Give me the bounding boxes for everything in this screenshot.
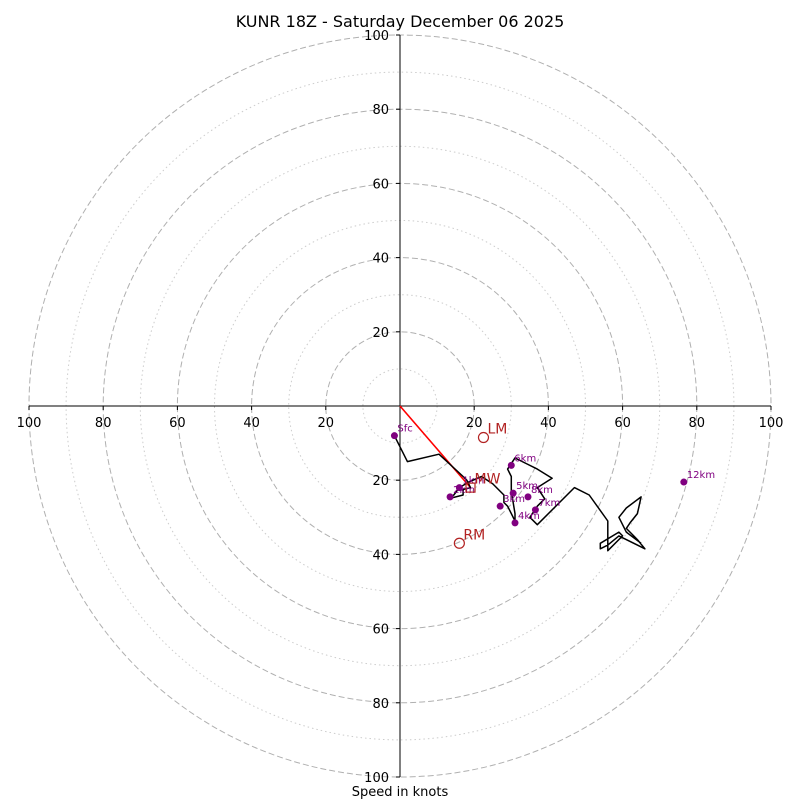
tick-label-bottom-20: 20 [372,474,389,489]
height-label-6km: 6km [514,453,536,464]
height-label-4km: 4km [518,511,540,522]
height-point-2km [446,493,454,501]
tick-label-right-20: 20 [466,416,483,431]
tick-label-top-40: 40 [372,252,389,267]
tick-label-top-100: 100 [364,29,389,44]
height-label-5km: 5km [516,481,538,492]
height-label-sfc: Sfc [397,424,412,435]
storm-motion-markers: LM MW RM [453,422,507,549]
tick-label-bottom-60: 60 [372,623,389,638]
tick-label-left-80: 80 [95,416,112,431]
tick-label-right-80: 80 [689,416,706,431]
tick-label-right-100: 100 [759,416,784,431]
height-label-12km: 12km [687,470,715,481]
marker-label-mw: MW [474,472,500,488]
height-label-2km: 2km [453,485,475,496]
x-axis-label: Speed in knots [352,785,449,800]
marker-mw [465,482,476,493]
height-point-5km [509,489,517,497]
tick-label-right-60: 60 [614,416,631,431]
height-point-3km [496,502,504,510]
tick-label-left-20: 20 [318,416,335,431]
tick-label-bottom-100: 100 [364,771,389,786]
tick-labels: 20 20 20 20 40 40 40 40 60 60 60 60 80 80 80 80 100 100 10… [17,29,784,786]
height-point-12km [680,478,688,486]
tick-label-left-100: 100 [17,416,42,431]
height-label-1km: 1km [462,476,484,487]
marker-rm [453,537,465,549]
marker-label-rm: RM [463,527,485,543]
tick-label-left-60: 60 [169,416,186,431]
height-label-8km: 8km [531,485,553,496]
marker-lm [477,431,490,444]
mean-wind-shear [399,405,472,489]
height-point-6km [507,461,515,469]
tick-label-top-60: 60 [372,177,389,192]
shear-vector-line [399,405,472,489]
chart-title: KUNR 18Z - Saturday December 06 2025 [236,12,565,31]
height-label-7km: 7km [538,498,560,509]
tick-label-bottom-80: 80 [372,697,389,712]
marker-label-lm: LM [487,422,507,438]
tick-label-top-20: 20 [372,326,389,341]
tick-label-bottom-40: 40 [372,548,389,563]
tick-label-left-40: 40 [243,416,260,431]
height-point-1km [455,484,463,492]
height-point-7km [531,506,539,514]
tick-label-top-80: 80 [372,103,389,118]
height-point-8km [524,493,532,501]
tick-label-right-40: 40 [540,416,557,431]
height-point-sfc [390,432,398,440]
height-label-3km: 3km [503,494,525,505]
height-point-4km [511,519,519,527]
